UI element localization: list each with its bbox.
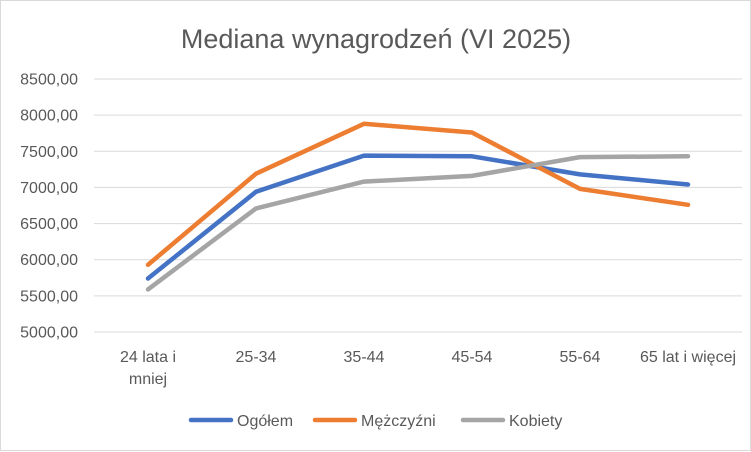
x-tick-label: 55-64 (560, 349, 601, 366)
x-tick-label-line: 65 lat i więcej (640, 349, 736, 366)
legend-item: Mężczyźni (315, 413, 436, 430)
y-tick-label: 7000,00 (20, 180, 78, 197)
y-tick-label: 7500,00 (20, 144, 78, 161)
x-tick-label-line: 35-44 (344, 349, 385, 366)
y-tick-label: 6000,00 (20, 252, 78, 269)
x-tick-label: 65 lat i więcej (640, 349, 736, 366)
legend-label: Kobiety (509, 413, 562, 430)
gridlines (94, 79, 742, 332)
x-tick-label: 25-34 (236, 349, 277, 366)
legend-label: Mężczyźni (361, 413, 436, 430)
chart-title: Mediana wynagrodzeń (VI 2025) (181, 24, 571, 54)
y-tick-label: 6500,00 (20, 216, 78, 233)
y-tick-label: 8500,00 (20, 72, 78, 89)
x-tick-label-line: 24 lata i (120, 349, 176, 366)
series-lines (148, 124, 688, 290)
legend: Ogółem Mężczyźni Kobiety (191, 413, 562, 430)
x-tick-label: 24 lata i mniej (120, 349, 176, 388)
x-tick-label: 45-54 (452, 349, 493, 366)
legend-label: Ogółem (237, 413, 293, 430)
x-tick-label: 35-44 (344, 349, 385, 366)
x-tick-label-line: mniej (129, 371, 167, 388)
legend-item: Ogółem (191, 413, 293, 430)
x-tick-label-line: 25-34 (236, 349, 277, 366)
x-tick-label-line: 55-64 (560, 349, 601, 366)
legend-item: Kobiety (463, 413, 562, 430)
series-line-2 (148, 124, 688, 265)
y-axis-tick-labels: 5000,00 5500,00 6000,00 6500,00 7000,00 7500,… (20, 72, 78, 342)
y-tick-label: 8000,00 (20, 108, 78, 125)
x-axis-tick-labels: 24 lata i mniej 25-34 35-44 45-54 55-64 65 lat… (120, 349, 736, 388)
y-tick-label: 5500,00 (20, 288, 78, 305)
x-tick-label-line: 45-54 (452, 349, 493, 366)
y-tick-label: 5000,00 (20, 325, 78, 342)
